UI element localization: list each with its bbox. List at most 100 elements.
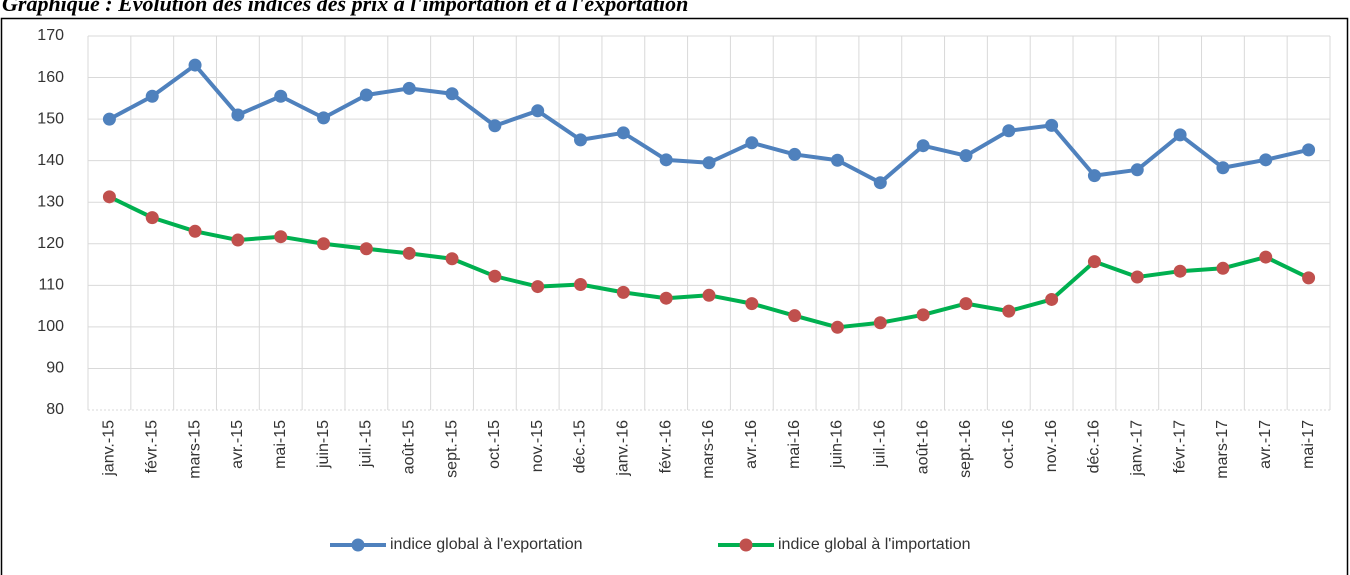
x-tick-label: juil.-15 [358,420,375,468]
point [531,104,545,118]
x-tick-label: déc.-15 [572,420,589,473]
point [145,211,159,225]
point [1259,153,1273,167]
x-tick-label: mars-15 [186,420,203,479]
point [445,252,459,266]
point [616,285,630,299]
point [231,108,245,122]
y-tick-label: 140 [37,152,64,169]
x-tick-label: janv.-16 [615,420,632,477]
point [702,288,716,302]
point [916,139,930,153]
x-tick-label: mai-15 [272,420,289,469]
y-tick-label: 90 [46,360,64,377]
x-tick-label: oct.-16 [1000,420,1017,469]
point [531,280,545,294]
x-tick-label: juil.-16 [872,420,889,468]
point [659,291,673,305]
x-tick-label: août-15 [400,420,417,474]
x-tick-label: sept.-15 [443,420,460,478]
y-tick-label: 160 [37,69,64,86]
point [359,242,373,256]
x-tick-label: déc.-16 [1086,420,1103,473]
x-tick-label: avr.-15 [229,420,246,469]
point [1173,128,1187,142]
point [102,112,116,126]
legend-label: indice global à l'importation [778,536,971,553]
legend-marker [351,538,365,552]
x-tick-label: mars-16 [700,420,717,479]
point [574,133,588,147]
y-tick-label: 100 [37,318,64,335]
point [1045,292,1059,306]
point [873,176,887,190]
x-tick-label: avr.-17 [1257,420,1274,469]
x-tick-label: nov.-16 [1043,420,1060,472]
point [1302,271,1316,285]
point [788,309,802,323]
point [702,156,716,170]
x-tick-label: févr.-15 [143,420,160,473]
point [488,119,502,133]
x-tick-label: mai-16 [786,420,803,469]
point [745,136,759,150]
x-tick-label: févr.-17 [1171,420,1188,473]
chart-title: Graphique : Evolution des indices des pr… [2,0,688,16]
y-tick-label: 80 [46,401,64,418]
point [1087,169,1101,183]
point [788,147,802,161]
point [873,316,887,330]
point [959,297,973,311]
point [188,224,202,238]
x-tick-label: juin-15 [315,420,332,469]
point [1045,118,1059,132]
y-tick-label: 130 [37,193,64,210]
y-tick-label: 120 [37,235,64,252]
point [145,89,159,103]
legend-marker [739,538,753,552]
point [1173,264,1187,278]
point [616,126,630,140]
point [402,246,416,260]
point [1259,250,1273,264]
point [231,233,245,247]
point [830,153,844,167]
point [488,269,502,283]
point [830,320,844,334]
legend-label: indice global à l'exportation [390,536,583,553]
x-tick-label: nov.-15 [529,420,546,472]
y-tick-label: 110 [38,277,64,294]
y-tick-label: 170 [37,27,64,44]
point [102,190,116,204]
x-tick-label: janv.-17 [1128,420,1145,477]
y-tick-label: 150 [37,110,64,127]
point [274,89,288,103]
x-tick-label: mai-17 [1300,420,1317,469]
point [916,308,930,322]
x-tick-label: févr.-16 [657,420,674,473]
point [359,88,373,102]
point [1216,161,1230,175]
point [1130,163,1144,177]
point [959,149,973,163]
point [1087,255,1101,269]
point [402,81,416,95]
point [1216,261,1230,275]
point [1130,270,1144,284]
point [274,230,288,244]
point [745,297,759,311]
x-tick-label: janv.-15 [101,420,118,477]
x-tick-label: juin-16 [829,420,846,469]
point [659,153,673,167]
x-tick-label: mars-17 [1214,420,1231,479]
point [317,237,331,251]
point [1002,124,1016,138]
point [188,58,202,72]
x-tick-label: sept.-16 [957,420,974,478]
point [1302,143,1316,157]
point [574,278,588,292]
x-tick-label: avr.-16 [743,420,760,469]
x-tick-label: août-16 [914,420,931,474]
x-tick-label: oct.-15 [486,420,503,469]
